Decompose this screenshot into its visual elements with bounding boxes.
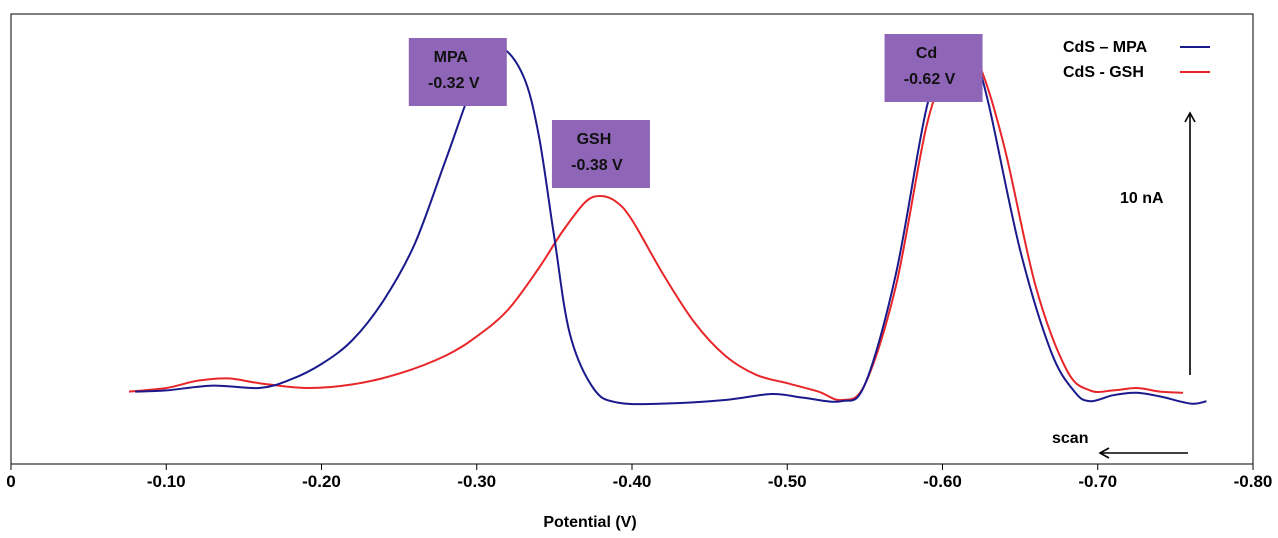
annotation-layer: MPA -0.32 V GSH -0.38 V Cd -0.62 V	[408, 34, 983, 188]
x-tick-label: -0.30	[457, 472, 496, 491]
scale-label: 10 nA	[1120, 190, 1164, 207]
annotation-potential: -0.62 V	[904, 71, 956, 88]
x-axis: 0 -0.10 -0.20 -0.30 -0.40 -0.50 -0.60 -0.70 -0.8…	[6, 464, 1272, 491]
peak-annotation: GSH -0.38 V	[551, 120, 650, 188]
x-tick-label: -0.40	[613, 472, 652, 491]
legend-label-gsh: CdS - GSH	[1063, 64, 1144, 81]
annotation-label: GSH	[577, 131, 612, 148]
series-line-cds-mpa	[135, 38, 1207, 406]
x-tick-label: -0.60	[923, 472, 962, 491]
scan-label: scan	[1052, 430, 1088, 447]
plot-frame	[10, 13, 1254, 465]
annotation-box	[884, 34, 983, 102]
x-tick-label: -0.20	[302, 472, 341, 491]
annotation-label: MPA	[434, 49, 469, 66]
series-layer	[128, 38, 1207, 406]
annotation-potential: -0.32 V	[428, 75, 480, 92]
x-tick-label: -0.80	[1234, 472, 1273, 491]
x-tick-label: -0.10	[147, 472, 186, 491]
legend: CdS – MPA CdS - GSH	[1063, 39, 1210, 81]
x-axis-title: Potential (V)	[543, 514, 636, 531]
annotation-potential: -0.38 V	[571, 157, 623, 174]
series-line-cds-gsh	[128, 52, 1184, 402]
x-tick-label: -0.70	[1078, 472, 1117, 491]
annotation-box	[551, 120, 650, 188]
current-scale-bar: 10 nA	[1120, 111, 1196, 375]
scan-indicator: scan	[1052, 430, 1188, 459]
x-tick-label: -0.50	[768, 472, 807, 491]
legend-label-mpa: CdS – MPA	[1063, 39, 1148, 56]
peak-annotation: MPA -0.32 V	[408, 38, 507, 106]
annotation-box	[408, 38, 507, 106]
x-tick-label: 0	[6, 472, 15, 491]
peak-annotation: Cd -0.62 V	[884, 34, 983, 102]
annotation-label: Cd	[916, 45, 937, 62]
